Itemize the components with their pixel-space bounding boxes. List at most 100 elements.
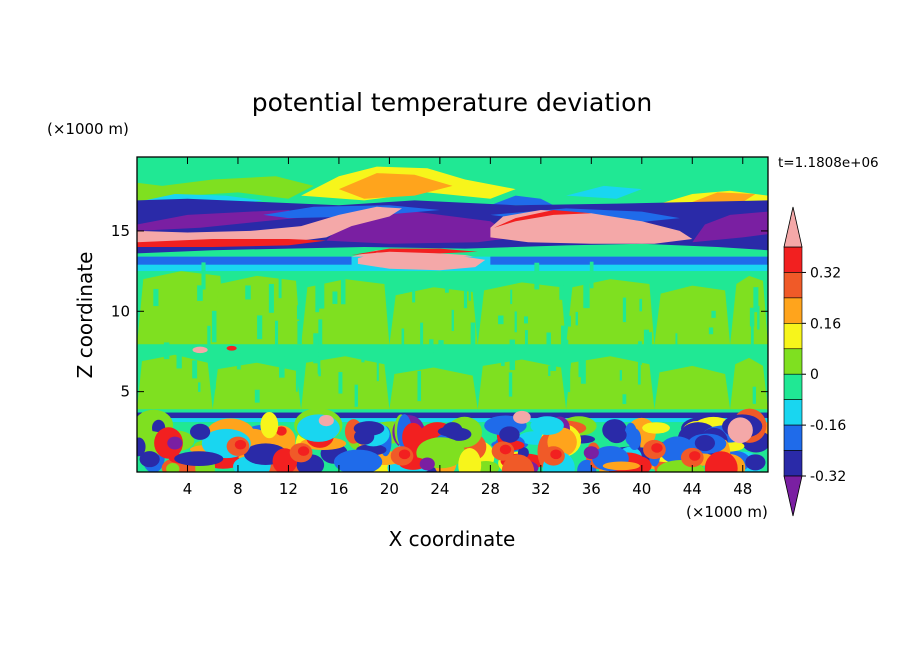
striation bbox=[637, 363, 641, 385]
striation bbox=[749, 307, 755, 327]
x-tick-label: 36 bbox=[582, 480, 601, 498]
colorbar-segment bbox=[783, 246, 803, 273]
striation bbox=[475, 281, 478, 306]
purple-band-right bbox=[692, 211, 768, 243]
striation bbox=[567, 370, 571, 392]
convective-cell bbox=[628, 428, 642, 451]
colorbar-max-triangle bbox=[783, 206, 803, 248]
y-tick-label: 5 bbox=[120, 383, 130, 401]
colorbar-label: -0.32 bbox=[810, 469, 846, 485]
cold-core bbox=[583, 446, 599, 460]
plot-frame bbox=[136, 156, 769, 473]
striation bbox=[401, 328, 405, 357]
colorbar-segment bbox=[783, 348, 803, 375]
striation bbox=[753, 287, 759, 313]
convective-cell bbox=[458, 448, 482, 472]
x-axis-label: X coordinate bbox=[389, 527, 516, 551]
striation bbox=[153, 288, 159, 307]
x-tick-label: 32 bbox=[531, 480, 550, 498]
striation bbox=[750, 325, 754, 352]
blue-stripe-right bbox=[490, 256, 768, 265]
striation bbox=[361, 349, 365, 363]
convective-cell bbox=[333, 449, 383, 472]
cold-pocket bbox=[442, 422, 463, 439]
striation bbox=[236, 353, 241, 370]
convective-cell bbox=[602, 461, 640, 471]
striation bbox=[245, 285, 251, 300]
cold-core bbox=[167, 436, 183, 450]
striation bbox=[429, 339, 434, 364]
warm-lens-center-top bbox=[357, 252, 486, 271]
cyan-stripe-low bbox=[137, 418, 768, 423]
blue-stripe-left bbox=[137, 256, 352, 265]
x-tick-label: 24 bbox=[430, 480, 449, 498]
striation bbox=[534, 262, 540, 290]
striation bbox=[583, 281, 590, 309]
convective-cell bbox=[137, 437, 146, 457]
striation bbox=[297, 320, 302, 345]
warm-core bbox=[499, 444, 512, 455]
warm-core bbox=[550, 449, 562, 460]
convective-cell bbox=[402, 422, 425, 452]
x-tick-label: 8 bbox=[233, 480, 243, 498]
striation bbox=[546, 332, 551, 360]
warm-speck bbox=[226, 345, 237, 351]
striation bbox=[197, 285, 203, 301]
striation bbox=[675, 333, 678, 349]
warm-core bbox=[234, 439, 247, 450]
striation bbox=[257, 315, 263, 340]
striation bbox=[563, 339, 569, 355]
striation bbox=[647, 332, 652, 356]
striation bbox=[498, 315, 504, 325]
striation bbox=[207, 325, 211, 352]
striation bbox=[501, 348, 505, 367]
striation bbox=[626, 349, 633, 357]
y-tick-label: 10 bbox=[111, 302, 130, 320]
light-green-plume-low bbox=[301, 356, 390, 410]
light-green-plume bbox=[566, 279, 655, 345]
y-axis-label: Z coordinate bbox=[73, 252, 97, 379]
chart-title: potential temperature deviation bbox=[252, 88, 652, 117]
time-label: t=1.1808e+06 bbox=[778, 155, 879, 171]
x-tick-label: 28 bbox=[481, 480, 500, 498]
striation bbox=[524, 316, 528, 324]
warm-lens-left bbox=[137, 206, 402, 244]
x-unit-label: (×1000 m) bbox=[686, 503, 768, 521]
striation bbox=[318, 283, 325, 309]
striation bbox=[622, 394, 627, 405]
convective-cell bbox=[530, 416, 564, 435]
colorbar-label: 0.32 bbox=[810, 265, 841, 281]
x-tick-label: 4 bbox=[183, 480, 193, 498]
x-tick-label: 44 bbox=[683, 480, 702, 498]
striation bbox=[279, 356, 285, 378]
striation bbox=[315, 280, 320, 313]
red-rim-left bbox=[137, 239, 327, 247]
striation bbox=[524, 330, 528, 360]
warm-lens-right bbox=[490, 210, 693, 244]
colorbar-segment bbox=[783, 450, 803, 477]
light-green-plume-low bbox=[212, 362, 302, 410]
zero-line-band bbox=[137, 344, 768, 353]
striation bbox=[757, 305, 760, 330]
striation bbox=[550, 348, 557, 371]
colorbar-min-triangle bbox=[783, 475, 803, 517]
striation bbox=[451, 309, 454, 331]
y-unit-label: (×1000 m) bbox=[47, 120, 129, 138]
light-green-plume bbox=[654, 285, 731, 345]
striation bbox=[561, 325, 567, 349]
warm-core bbox=[689, 451, 701, 461]
striation bbox=[643, 329, 649, 350]
convective-cell bbox=[276, 426, 287, 436]
light-green-plume bbox=[389, 287, 478, 345]
colorbar-segment bbox=[783, 323, 803, 350]
colorbar-segment bbox=[783, 399, 803, 426]
striation bbox=[580, 355, 586, 384]
striation bbox=[438, 340, 444, 351]
cold-pocket bbox=[354, 428, 375, 445]
thermal-pink bbox=[318, 414, 334, 427]
colorbar-label: -0.16 bbox=[810, 418, 846, 434]
striation bbox=[622, 297, 627, 323]
convective-cell bbox=[166, 463, 180, 472]
striation bbox=[163, 342, 170, 360]
upper-orange bbox=[338, 173, 453, 199]
